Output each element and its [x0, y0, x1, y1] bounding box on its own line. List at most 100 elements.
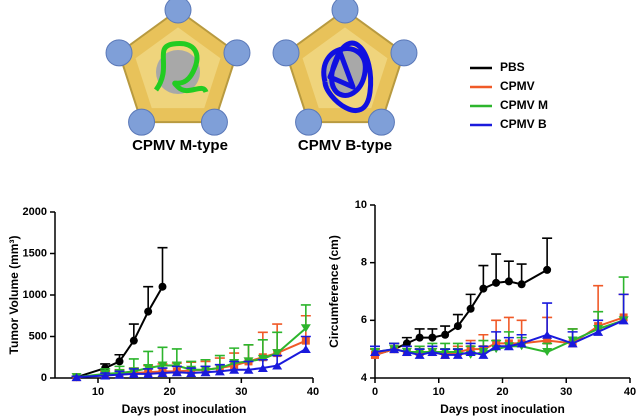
data-marker: [100, 371, 111, 380]
capsid-vertex: [295, 108, 323, 136]
data-marker: [158, 282, 167, 291]
data-marker: [503, 342, 514, 351]
data-marker: [479, 284, 488, 293]
data-marker: [171, 368, 182, 377]
error-bar: [157, 246, 168, 287]
data-marker: [478, 350, 489, 359]
data-marker: [300, 344, 311, 353]
data-marker: [453, 322, 462, 331]
data-marker: [115, 357, 124, 366]
data-marker: [543, 336, 552, 345]
x-axis-label: Days post inoculation: [440, 402, 565, 416]
x-tick-label: 20: [496, 386, 508, 398]
data-marker: [440, 350, 451, 359]
capsid-vertex: [331, 0, 359, 24]
data-marker: [415, 333, 424, 342]
y-tick-label: 6: [361, 314, 367, 326]
data-marker: [542, 348, 553, 357]
y-tick-label: 1000: [23, 289, 47, 301]
x-tick-label: 10: [433, 386, 445, 398]
data-marker: [441, 330, 450, 339]
x-tick-label: 30: [235, 386, 247, 398]
y-tick-label: 10: [355, 199, 367, 211]
capsid-vertex: [164, 0, 192, 24]
x-axis-label: Days post inoculation: [122, 402, 247, 416]
data-marker: [71, 373, 82, 382]
y-tick-label: 500: [29, 330, 47, 342]
data-marker: [171, 361, 182, 370]
x-tick-label: 40: [307, 386, 319, 398]
capsid-core: [156, 50, 200, 94]
capsid-vertex: [128, 108, 156, 136]
y-tick-label: 8: [361, 257, 367, 269]
capsid-vertex: [367, 108, 395, 136]
data-marker: [370, 348, 380, 357]
data-marker: [128, 369, 139, 378]
data-marker: [452, 350, 463, 359]
data-marker: [504, 277, 513, 286]
x-tick-label: 20: [164, 386, 176, 398]
data-marker: [543, 265, 552, 274]
data-marker: [401, 348, 412, 357]
y-axis-label: Tumor Volume (mm³): [7, 236, 21, 355]
rna: [153, 41, 209, 94]
legend-label: CPMV: [500, 79, 535, 93]
illustration-caption: CPMV B-type: [298, 137, 392, 154]
capsid-vertex: [105, 39, 133, 67]
rna: [321, 40, 374, 113]
data-marker: [427, 348, 438, 357]
data-marker: [402, 339, 411, 348]
y-tick-label: 2000: [23, 206, 47, 218]
data-marker: [272, 349, 283, 358]
data-marker: [186, 369, 197, 378]
x-tick-label: 30: [560, 386, 572, 398]
data-marker: [567, 339, 578, 348]
data-marker: [143, 364, 154, 373]
capsid-vertex: [200, 108, 228, 136]
data-marker: [272, 361, 283, 370]
legend-label: PBS: [500, 60, 525, 74]
error-bar: [491, 253, 502, 283]
capsid-vertex: [272, 39, 300, 67]
data-marker: [593, 327, 604, 336]
capsid-vertex: [223, 39, 251, 67]
error-bar: [542, 237, 553, 270]
data-marker: [144, 307, 153, 316]
y-axis-label: Circumference (cm): [327, 235, 341, 348]
data-marker: [389, 345, 400, 354]
legend-label: CPMV M: [500, 98, 548, 112]
capsid-vertex: [390, 39, 418, 67]
data-marker: [257, 364, 268, 373]
y-tick-label: 1500: [23, 247, 47, 259]
y-tick-label: 0: [41, 372, 47, 384]
data-marker: [114, 370, 125, 379]
data-marker: [214, 367, 225, 376]
illustrations: [105, 0, 418, 136]
data-marker: [157, 361, 168, 370]
data-marker: [229, 365, 240, 374]
series-line: [374, 319, 625, 357]
x-tick-label: 40: [624, 386, 636, 398]
data-marker: [129, 336, 138, 345]
error-bar: [542, 302, 553, 335]
data-marker: [465, 348, 476, 357]
data-marker: [542, 330, 553, 339]
data-marker: [143, 369, 154, 378]
data-marker: [516, 339, 527, 348]
y-tick-label: 4: [361, 372, 368, 384]
legend-label: CPMV B: [500, 117, 547, 131]
error-bar: [143, 285, 154, 312]
data-marker: [517, 280, 526, 289]
data-marker: [300, 324, 311, 333]
data-marker: [243, 365, 254, 374]
x-tick-label: 0: [372, 386, 378, 398]
data-marker: [257, 354, 268, 363]
data-marker: [428, 333, 437, 342]
data-marker: [200, 368, 211, 377]
data-marker: [618, 316, 629, 325]
data-marker: [492, 278, 501, 287]
data-marker: [466, 304, 475, 313]
data-marker: [414, 350, 425, 359]
x-tick-label: 10: [92, 386, 104, 398]
